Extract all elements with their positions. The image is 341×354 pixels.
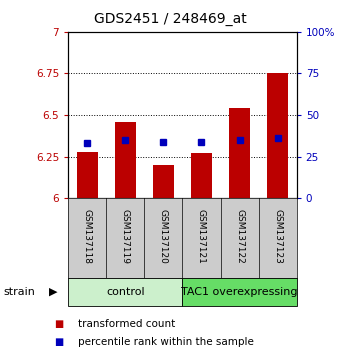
Text: ■: ■	[55, 337, 64, 347]
Text: GSM137119: GSM137119	[121, 209, 130, 264]
Text: GSM137118: GSM137118	[83, 209, 92, 264]
Bar	[182, 278, 297, 306]
Text: GDS2451 / 248469_at: GDS2451 / 248469_at	[94, 12, 247, 27]
Text: control: control	[106, 287, 145, 297]
Text: transformed count: transformed count	[78, 319, 176, 329]
Text: GSM137123: GSM137123	[273, 209, 282, 264]
Text: TAC1 overexpressing: TAC1 overexpressing	[181, 287, 298, 297]
Text: percentile rank within the sample: percentile rank within the sample	[78, 337, 254, 347]
Bar	[68, 278, 182, 306]
Text: GSM137121: GSM137121	[197, 209, 206, 264]
Bar	[191, 153, 212, 198]
Text: GSM137120: GSM137120	[159, 209, 168, 264]
Text: GSM137122: GSM137122	[235, 209, 244, 264]
Bar	[267, 74, 288, 198]
Bar	[115, 122, 136, 198]
Text: strain: strain	[3, 287, 35, 297]
Bar	[153, 165, 174, 198]
Text: ■: ■	[55, 319, 64, 329]
Bar	[229, 108, 250, 198]
Text: ▶: ▶	[49, 287, 57, 297]
Bar	[77, 152, 98, 198]
